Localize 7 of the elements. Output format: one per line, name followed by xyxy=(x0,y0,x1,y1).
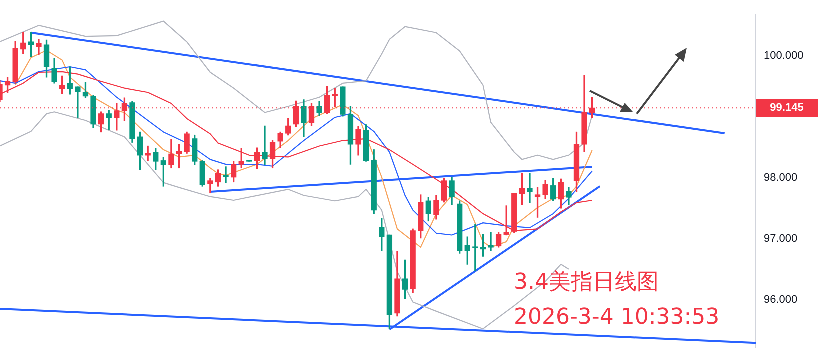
y-tick-label: 97.000 xyxy=(764,232,798,245)
annotation: 3.4美指日线图 xyxy=(514,270,659,296)
y-tick-label: 100.000 xyxy=(764,50,804,62)
y-tick-label: 98.000 xyxy=(764,172,798,184)
annotation: 2026-3-4 10:33:53 xyxy=(514,305,720,331)
y-tick-label: 96.000 xyxy=(764,294,798,306)
ref-line-label: 99.145 xyxy=(770,102,804,114)
